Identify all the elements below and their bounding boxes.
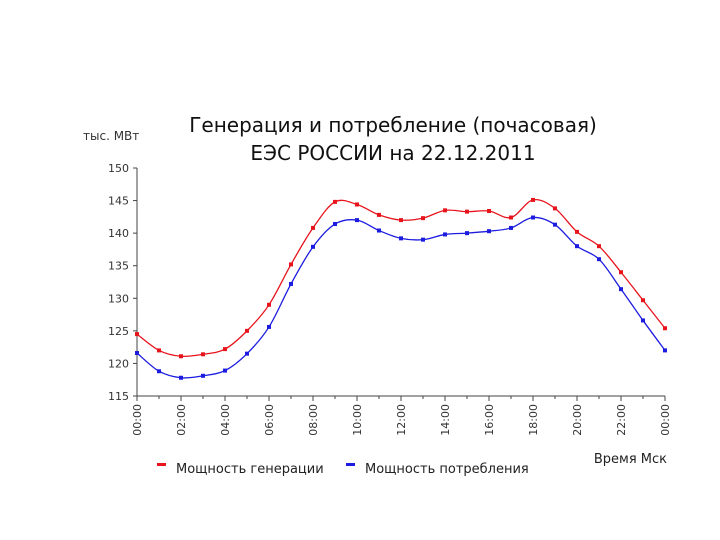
y-tick-label: 130 <box>108 292 129 305</box>
data-point-generation <box>267 302 271 307</box>
x-tick-label: 16:00 <box>483 404 496 436</box>
data-point-consumption <box>663 348 667 353</box>
data-point-generation <box>333 199 337 204</box>
data-point-consumption <box>289 281 293 286</box>
data-point-consumption <box>597 257 601 262</box>
x-axis: 00:00 02:00 04:00 06:00 08:00 10:00 12:00 14:00… <box>131 395 672 436</box>
y-tick-label: 140 <box>108 227 129 240</box>
data-point-consumption <box>399 236 403 241</box>
legend-swatch-consumption <box>346 463 355 466</box>
data-point-consumption <box>311 244 315 249</box>
data-point-generation <box>201 352 205 357</box>
x-tick-label: 00:00 <box>659 404 672 436</box>
data-point-generation <box>531 197 535 202</box>
data-point-consumption <box>641 318 645 323</box>
x-tick-label: 12:00 <box>395 404 408 436</box>
data-point-consumption <box>619 287 623 292</box>
chart-title-line1: Генерация и потребление (почасовая) <box>189 113 597 137</box>
y-axis: 115 120 125 130 135 140 145 150 <box>108 162 138 403</box>
y-tick-label: 120 <box>108 357 129 370</box>
data-point-consumption <box>575 244 579 249</box>
y-tick-label: 115 <box>108 390 129 403</box>
data-point-generation <box>663 326 667 331</box>
data-point-consumption <box>377 228 381 233</box>
data-point-generation <box>245 328 249 333</box>
x-tick-label: 00:00 <box>131 404 144 436</box>
data-point-generation <box>135 332 139 337</box>
x-tick-label: 02:00 <box>175 404 188 436</box>
data-point-generation <box>641 298 645 303</box>
data-point-consumption <box>355 218 359 223</box>
data-point-consumption <box>531 215 535 220</box>
x-tick-label: 08:00 <box>307 404 320 436</box>
x-tick-label: 18:00 <box>527 404 540 436</box>
data-point-consumption <box>465 231 469 236</box>
legend-label-consumption: Мощность потребления <box>365 462 529 477</box>
series-line-generation <box>136 198 666 358</box>
data-point-generation <box>355 202 359 207</box>
y-tick-label: 125 <box>108 325 129 338</box>
y-tick-label: 135 <box>108 260 129 273</box>
data-point-generation <box>421 216 425 221</box>
data-point-consumption <box>245 351 249 356</box>
data-point-generation <box>619 270 623 275</box>
legend-label-generation: Мощность генерации <box>176 462 324 477</box>
data-point-consumption <box>553 222 557 227</box>
data-point-generation <box>289 262 293 267</box>
x-tick-label: 20:00 <box>571 404 584 436</box>
data-point-consumption <box>223 368 227 373</box>
data-point-consumption <box>201 373 205 378</box>
data-point-generation <box>553 206 557 211</box>
data-point-consumption <box>421 237 425 242</box>
data-point-generation <box>443 208 447 213</box>
x-tick-label: 14:00 <box>439 404 452 436</box>
series-line-consumption <box>136 216 666 379</box>
data-point-generation <box>311 225 315 230</box>
x-tick-label: 06:00 <box>263 404 276 436</box>
series-layer <box>135 197 667 380</box>
data-point-consumption <box>333 222 337 227</box>
data-point-consumption <box>443 232 447 237</box>
x-tick-label: 22:00 <box>615 404 628 436</box>
data-point-consumption <box>135 351 139 356</box>
data-point-generation <box>575 229 579 234</box>
chart-title-line2: ЕЭС РОССИИ на 22.12.2011 <box>250 141 535 165</box>
x-tick-label: 10:00 <box>351 404 364 436</box>
data-point-generation <box>509 215 513 220</box>
legend: Мощность генерации Мощность потребления <box>157 462 529 477</box>
data-point-generation <box>399 218 403 223</box>
data-point-consumption <box>267 324 271 329</box>
y-axis-unit-label: тыс. МВт <box>83 129 139 143</box>
y-tick-label: 150 <box>108 162 129 175</box>
data-point-consumption <box>179 375 183 380</box>
data-point-generation <box>597 244 601 249</box>
x-tick-label: 04:00 <box>219 404 232 436</box>
data-point-generation <box>377 212 381 217</box>
y-tick-label: 145 <box>108 195 129 208</box>
x-axis-label: Время Мск <box>594 452 667 467</box>
data-point-generation <box>465 209 469 214</box>
data-point-consumption <box>509 225 513 230</box>
legend-swatch-generation <box>157 463 166 466</box>
data-point-generation <box>157 348 161 353</box>
data-point-generation <box>223 347 227 352</box>
data-point-generation <box>487 208 491 213</box>
data-point-consumption <box>157 369 161 374</box>
data-point-consumption <box>487 229 491 234</box>
data-point-generation <box>179 354 183 359</box>
